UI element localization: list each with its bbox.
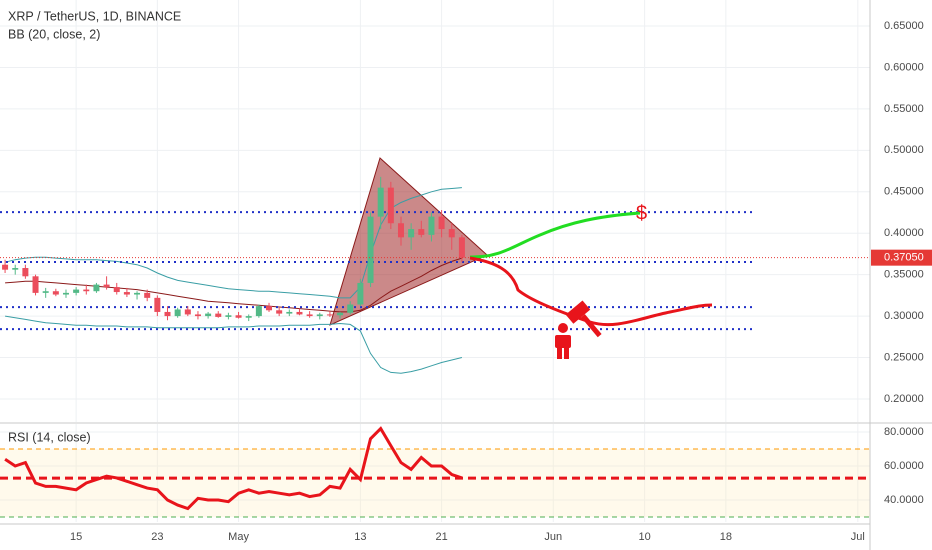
candle-body [347, 304, 354, 313]
candle-body [387, 187, 394, 224]
candle-body [215, 313, 222, 317]
rsi-band [0, 448, 870, 518]
y-tick-label: 0.30000 [884, 310, 924, 322]
y-tick-label: 0.25000 [884, 351, 924, 363]
y-tick-label: 0.20000 [884, 393, 924, 405]
candle-body [337, 312, 344, 316]
last-price-label: 0.37050 [884, 252, 924, 264]
hammer-icon [565, 300, 602, 338]
y-tick-label: 0.55000 [884, 103, 924, 115]
symbol-title: XRP / TetherUS, 1D, BINANCE [8, 9, 181, 23]
candle-body [164, 311, 171, 317]
x-tick-label: 23 [151, 531, 163, 543]
candle-body [448, 229, 455, 238]
candle-body [255, 306, 262, 317]
candle-body [326, 314, 333, 316]
candle-body [174, 309, 181, 317]
candle-body [377, 187, 384, 217]
candle-body [418, 229, 425, 235]
candle-body [103, 284, 110, 288]
x-tick-label: 18 [720, 531, 732, 543]
candle-body [357, 282, 364, 305]
y-tick-label: 0.45000 [884, 186, 924, 198]
triangle-drawing [329, 157, 488, 326]
candle-body [62, 292, 69, 295]
y-tick-label: 0.60000 [884, 61, 924, 73]
x-tick-label: Jul [851, 531, 865, 543]
candle-body [2, 264, 9, 270]
x-tick-label: 10 [639, 531, 651, 543]
y-tick-label: 0.65000 [884, 20, 924, 32]
candle-body [134, 292, 141, 295]
candle-body [184, 309, 191, 315]
candle-body [306, 314, 313, 317]
x-tick-label: 21 [435, 531, 447, 543]
bollinger-band [5, 257, 463, 313]
candle-body [245, 316, 252, 318]
indicator-title: BB (20, close, 2) [8, 27, 100, 41]
candle-body [144, 292, 151, 298]
candle-body [225, 315, 232, 317]
annotation: $ [636, 202, 647, 224]
candle-body [12, 268, 19, 270]
bull-path [469, 211, 641, 259]
candle-body [154, 297, 161, 312]
candle-body [73, 289, 80, 293]
candle-body [296, 311, 303, 315]
x-tick-label: May [228, 531, 249, 543]
bollinger-band [4, 187, 462, 299]
candle-body [42, 291, 49, 293]
candle-body [397, 223, 404, 238]
candle-body [266, 306, 273, 311]
x-tick-label: Jun [544, 531, 562, 543]
rsi-title: RSI (14, close) [8, 430, 91, 444]
bollinger-band [5, 315, 463, 374]
plot [0, 176, 870, 518]
y-tick-label: 0.35000 [884, 269, 924, 281]
candle-body [83, 289, 90, 292]
y-tick-label: 80.0000 [884, 426, 924, 438]
candle-body [113, 287, 120, 293]
candle-body [32, 276, 39, 293]
rsi-line [4, 426, 463, 511]
candle-body [367, 216, 374, 283]
person-icon [555, 323, 571, 359]
candle-body [408, 229, 415, 238]
candle-body [52, 291, 59, 295]
last-price-box [871, 249, 932, 266]
candle-body [286, 311, 293, 314]
candle-body [428, 216, 435, 235]
x-tick-label: 13 [354, 531, 366, 543]
x-tick-label: 15 [70, 531, 82, 543]
candle-body [235, 315, 242, 318]
grid [0, 0, 870, 522]
y-tick-label: 40.0000 [884, 494, 924, 506]
candle-body [93, 284, 100, 292]
candle-body [205, 313, 212, 317]
candle-body [22, 268, 29, 277]
candle-body [458, 237, 465, 258]
candle-body [194, 314, 201, 317]
y-tick-label: 0.50000 [884, 144, 924, 156]
candle-body [123, 292, 130, 295]
y-tick-label: 0.40000 [884, 227, 924, 239]
candle-body [438, 216, 445, 230]
y-tick-label: 60.0000 [884, 460, 924, 472]
candle-body [276, 310, 283, 314]
candle-body [316, 314, 323, 317]
